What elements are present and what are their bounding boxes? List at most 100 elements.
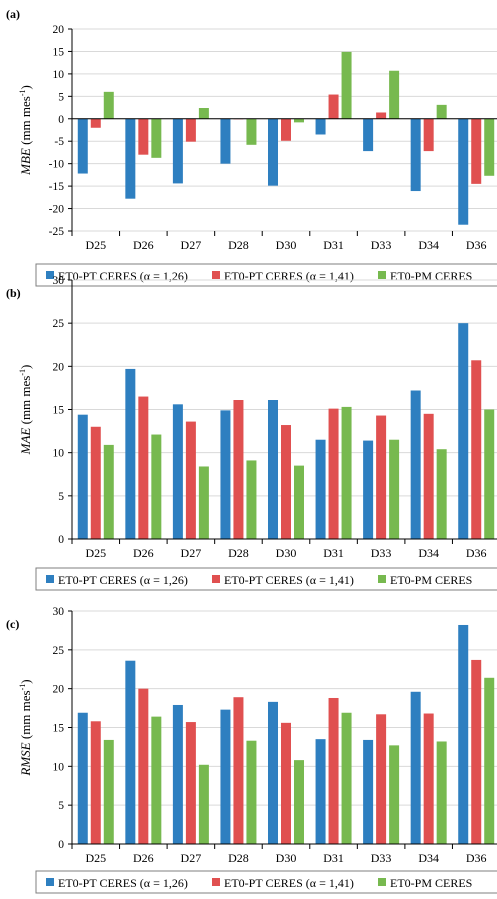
x-tick-label: D28	[228, 546, 249, 560]
legend: ET0-PT CERES (α = 1,26) ET0-PT CERES (α =…	[35, 870, 497, 894]
x-tick-label: D31	[323, 546, 344, 560]
legend-label: ET0-PM CERES	[390, 876, 472, 890]
y-tick-label: 30	[53, 606, 65, 618]
panel-label: (c)	[6, 617, 19, 631]
bar	[151, 118, 162, 158]
bar	[436, 741, 447, 844]
legend-label: ET0-PT CERES (α = 1,41)	[224, 876, 354, 890]
bar	[294, 465, 304, 539]
x-tick-label: D27	[181, 851, 202, 865]
bar	[315, 739, 326, 844]
bar	[125, 660, 136, 844]
y-tick-label: 0	[58, 534, 64, 546]
x-tick-label: D33	[371, 546, 392, 560]
legend-box	[35, 870, 497, 894]
legend-swatch	[378, 878, 386, 886]
x-tick-label: D33	[371, 851, 392, 865]
y-tick-label: -20	[49, 204, 65, 216]
bar	[328, 408, 339, 539]
legend-label: ET0-PT CERES (α = 1,41)	[224, 269, 354, 283]
y-tick-label: 10	[53, 69, 65, 81]
panel-label: (a)	[6, 7, 20, 21]
bar	[458, 118, 469, 225]
x-tick-label: D26	[133, 546, 154, 560]
bar	[410, 390, 421, 539]
x-tick-label: D30	[276, 851, 297, 865]
y-tick-label: 20	[53, 684, 65, 696]
bar	[103, 444, 114, 539]
bar	[90, 118, 101, 128]
bar	[436, 449, 447, 539]
bar	[471, 360, 482, 539]
x-tick-label: D25	[85, 546, 106, 560]
bar	[246, 118, 257, 145]
bar	[315, 439, 326, 539]
y-axis-title: MAE (mm mes-1)	[18, 365, 33, 456]
x-tick-label: D26	[133, 851, 154, 865]
x-tick-label: D36	[466, 238, 487, 252]
bar	[341, 406, 352, 539]
bar	[484, 409, 495, 539]
bar	[220, 118, 231, 164]
legend-swatch	[46, 271, 54, 279]
bar	[77, 414, 88, 539]
y-tick-label: 5	[58, 491, 64, 503]
y-tick-label: 0	[58, 839, 64, 851]
bar	[198, 764, 209, 844]
bar	[294, 760, 304, 844]
bar	[233, 400, 244, 539]
bar	[185, 722, 196, 844]
bar	[172, 404, 183, 539]
legend-label: ET0-PM CERES	[390, 573, 472, 587]
x-tick-label: D36	[466, 851, 487, 865]
y-axis-title: MBE (mm mes-1)	[18, 85, 33, 176]
bar	[198, 466, 209, 539]
legend-swatch	[46, 878, 54, 886]
legend-label: ET0-PT CERES (α = 1,26)	[58, 573, 188, 587]
chart-panel-3: (c) 0 5 10 15 20 25 30 D25 D26 D27 D28 D30 D31 D33 D34 D…	[6, 606, 497, 894]
bar	[376, 714, 387, 844]
bar	[185, 421, 196, 539]
bar	[315, 118, 326, 135]
legend-label: ET0-PM CERES	[390, 269, 472, 283]
legend-label: ET0-PT CERES (α = 1,26)	[58, 269, 188, 283]
y-tick-label: 20	[53, 361, 65, 373]
bar	[363, 440, 374, 539]
y-axis-title: RMSE (mm mes-1)	[18, 679, 33, 776]
legend-swatch	[46, 575, 54, 583]
y-tick-label: -15	[49, 181, 65, 193]
y-tick-label: 20	[53, 24, 65, 36]
legend-swatch	[212, 878, 220, 886]
bar	[376, 112, 387, 119]
bar	[268, 400, 278, 539]
bar	[423, 713, 434, 844]
chart-panel-1: (a) -25 -20 -15 -10 -5 0 5 10 15 20 D25 D26 D27 D28 D30…	[6, 7, 497, 287]
bar	[172, 704, 183, 844]
x-tick-label: D33	[371, 238, 392, 252]
bar	[138, 396, 149, 539]
bar	[77, 712, 88, 844]
y-tick-label: 25	[53, 318, 65, 330]
bar	[471, 118, 482, 184]
bar	[268, 701, 278, 844]
x-tick-label: D34	[418, 238, 439, 252]
bar	[125, 118, 136, 199]
bar	[90, 426, 101, 539]
bar	[281, 118, 291, 141]
y-tick-label: 0	[58, 114, 64, 126]
y-tick-label: 15	[53, 405, 65, 417]
x-tick-label: D31	[323, 851, 344, 865]
bar	[268, 118, 278, 186]
x-tick-label: D30	[276, 546, 297, 560]
legend-swatch	[212, 575, 220, 583]
x-tick-label: D27	[181, 546, 202, 560]
bar	[233, 697, 244, 844]
bar	[198, 108, 209, 119]
bar	[103, 739, 114, 844]
y-tick-label: 25	[53, 645, 65, 657]
bar	[103, 91, 114, 119]
y-tick-label: -10	[49, 159, 65, 171]
bar	[484, 118, 495, 176]
bar	[77, 118, 88, 174]
